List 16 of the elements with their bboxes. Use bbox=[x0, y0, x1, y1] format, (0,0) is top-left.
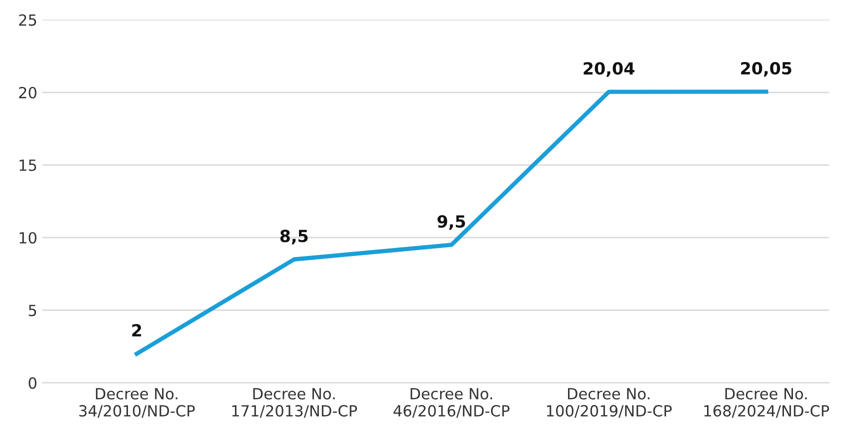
x-tick-label: Decree No. 168/2024/ND-CP bbox=[704, 388, 830, 418]
y-tick-label: 25 bbox=[19, 14, 36, 26]
x-tick-label: Decree No. 100/2019/ND-CP bbox=[547, 388, 672, 418]
x-tick-label: Decree No. 171/2013/ND-CP bbox=[232, 388, 358, 418]
data-label: 2 bbox=[132, 324, 142, 336]
x-tick-label: Decree No. 34/2010/ND-CP bbox=[79, 388, 195, 418]
data-label: 8,5 bbox=[280, 230, 308, 244]
data-label: 20,05 bbox=[741, 62, 792, 77]
data-label: 9,5 bbox=[438, 215, 466, 230]
y-tick-label: 20 bbox=[19, 86, 36, 98]
data-label: 20,04 bbox=[584, 62, 634, 77]
y-tick-label: 0 bbox=[28, 377, 36, 389]
y-tick-label: 5 bbox=[28, 304, 36, 316]
y-tick-label: 10 bbox=[20, 232, 36, 244]
y-tick-label: 15 bbox=[20, 160, 36, 172]
x-tick-label: Decree No. 46/2016/ND-CP bbox=[394, 388, 510, 418]
